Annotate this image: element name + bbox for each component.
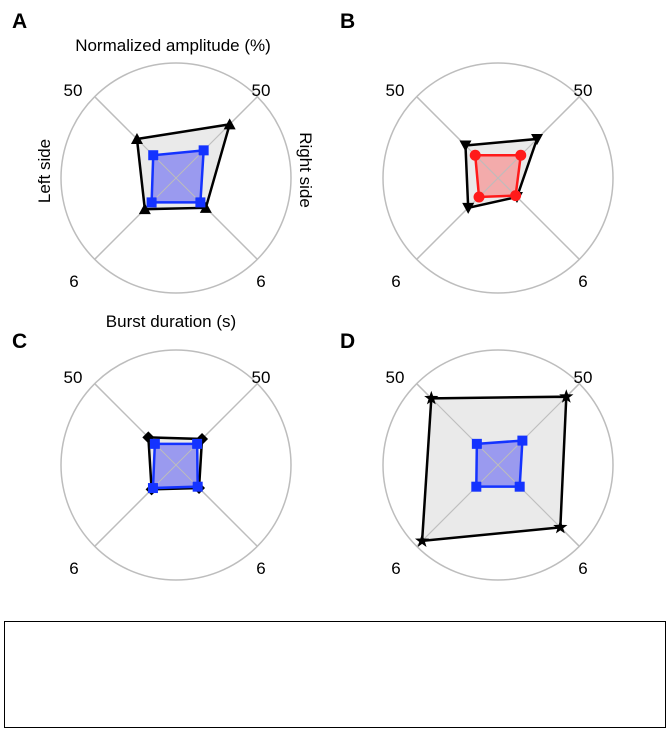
corner-tick-label: 6: [256, 272, 265, 291]
corner-tick-label: 6: [391, 559, 400, 578]
radar-series: [469, 149, 527, 203]
radar-point: [515, 149, 527, 161]
radar-point: [531, 133, 544, 145]
radar-point: [147, 483, 158, 494]
corner-tick-label: 6: [69, 272, 78, 291]
corner-tick-label: 6: [578, 272, 587, 291]
axis-title: Normalized amplitude (%): [75, 36, 271, 55]
radar-point: [510, 190, 522, 202]
corner-tick-label: 50: [574, 368, 593, 387]
radar-point: [198, 145, 209, 156]
corner-tick-label: 6: [69, 559, 78, 578]
panel-letter: A: [12, 10, 27, 33]
legend-box: [4, 621, 666, 728]
panel-letter: C: [12, 330, 27, 353]
corner-tick-label: 6: [578, 559, 587, 578]
radar-point: [199, 201, 212, 213]
corner-tick-label: 50: [64, 368, 83, 387]
radar-point: [195, 197, 206, 208]
radar-point: [517, 435, 528, 446]
corner-tick-label: 6: [391, 272, 400, 291]
radar-outer-circle: [382, 349, 614, 581]
radar-point: [559, 389, 574, 403]
corner-tick-label: 50: [386, 81, 405, 100]
radar-point: [469, 149, 481, 161]
radar-point: [192, 438, 203, 449]
corner-tick-label: 6: [256, 559, 265, 578]
corner-tick-label: 50: [252, 368, 271, 387]
radar-point: [471, 481, 482, 492]
radar-point: [462, 202, 475, 214]
radar-panel-c: C 50 50 6 6: [12, 330, 292, 581]
radar-point: [514, 481, 525, 492]
panel-letter: B: [340, 10, 355, 33]
axis-title: Left side: [35, 139, 54, 203]
radar-series: [147, 438, 203, 494]
radar-outer-circle: [60, 349, 292, 581]
radar-point: [148, 150, 159, 161]
radar-point: [424, 390, 439, 405]
radar-point: [471, 438, 482, 449]
radar-series: [146, 145, 209, 208]
radar-panel-a: A 50 50 6 6 Normalized amplitude (%) Right sid…: [12, 10, 315, 331]
axis-title: Right side: [296, 132, 315, 208]
radar-point: [473, 191, 485, 203]
radar-point: [130, 132, 143, 144]
radar-point: [149, 438, 160, 449]
radar-panel-b: B 50 50 6 6: [340, 10, 614, 294]
panel-letter: D: [340, 330, 355, 353]
corner-tick-label: 50: [252, 81, 271, 100]
radar-series: [471, 435, 528, 492]
radar-outer-circle: [382, 62, 614, 294]
radar-point: [146, 197, 157, 208]
radar-panel-d: D 50 50 6 6: [340, 330, 614, 581]
radar-point: [138, 203, 151, 215]
corner-tick-label: 50: [64, 81, 83, 100]
corner-tick-label: 50: [386, 368, 405, 387]
axis-title: Burst duration (s): [106, 312, 236, 331]
corner-tick-label: 50: [574, 81, 593, 100]
radar-point: [553, 519, 568, 534]
radar-point: [223, 118, 236, 130]
radar-outer-circle: [60, 62, 292, 294]
radar-point: [192, 481, 203, 492]
radar-point: [414, 533, 430, 547]
radar-point: [459, 140, 472, 152]
